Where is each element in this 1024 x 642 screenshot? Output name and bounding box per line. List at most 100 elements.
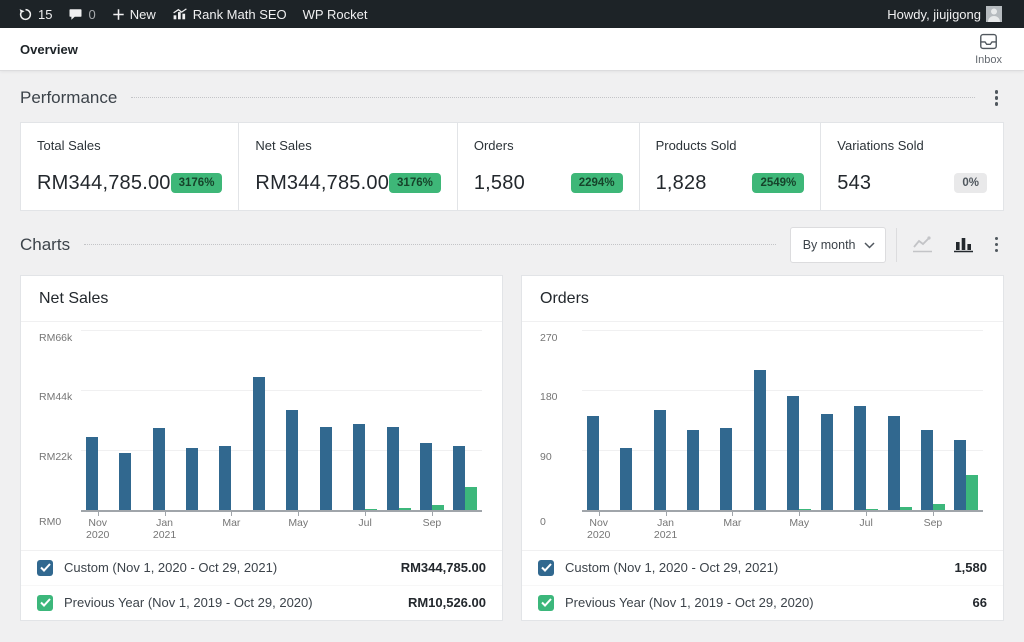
x-axis-label: Jul <box>849 512 882 544</box>
chevron-down-icon <box>864 238 875 252</box>
x-axis-label: Nov2020 <box>582 512 615 544</box>
divider <box>896 228 897 262</box>
bar <box>754 370 766 510</box>
x-axis-label: Jan2021 <box>148 512 181 544</box>
legend-checkbox-checked[interactable] <box>37 595 53 611</box>
x-axis-label <box>950 512 983 544</box>
bar <box>465 487 477 510</box>
divider <box>131 97 974 98</box>
legend-checkbox-checked[interactable] <box>37 560 53 576</box>
bar-group <box>682 330 715 510</box>
bar <box>453 446 465 510</box>
bar-group <box>816 330 849 510</box>
x-axis-label <box>382 512 415 544</box>
bar <box>119 453 131 510</box>
x-axis-label: Nov2020 <box>81 512 114 544</box>
rank-math-menu[interactable]: Rank Math SEO <box>164 0 295 28</box>
stat-value: 543 <box>837 172 871 195</box>
bar <box>219 446 231 510</box>
bar-chart-icon <box>953 236 974 253</box>
x-axis-label <box>615 512 648 544</box>
bar-group <box>449 330 482 510</box>
bar-group <box>716 330 749 510</box>
bar-group <box>415 330 448 510</box>
howdy-text: Howdy, jiujigong <box>887 7 981 22</box>
bar <box>687 430 699 510</box>
bar <box>933 504 945 509</box>
inbox-icon <box>979 33 998 53</box>
legend-checkbox-checked[interactable] <box>538 560 554 576</box>
x-axis-label <box>749 512 782 544</box>
bar <box>720 428 732 509</box>
legend-row[interactable]: Custom (Nov 1, 2020 - Oct 29, 2021)1,580 <box>522 551 1003 585</box>
bar-chart-toggle-button[interactable] <box>948 232 979 257</box>
line-chart-toggle-button[interactable] <box>907 232 938 257</box>
avatar <box>986 6 1002 22</box>
y-axis-label: 270 <box>540 332 558 344</box>
comments-menu[interactable]: 0 <box>60 0 103 28</box>
legend-total: RM344,785.00 <box>401 560 486 575</box>
bar-group <box>749 330 782 510</box>
bar <box>420 443 432 509</box>
stat-value: RM344,785.00 <box>37 172 171 195</box>
orders-chart-card: Orders270180900Nov2020Jan2021MarMayJulSe… <box>521 275 1004 621</box>
stat-tile-total-sales[interactable]: Total Sales RM344,785.00 3176% <box>21 123 239 210</box>
y-axis-label: 90 <box>540 451 552 463</box>
bar-group <box>315 330 348 510</box>
bar <box>353 424 365 510</box>
legend-checkbox-checked[interactable] <box>538 595 554 611</box>
legend-row[interactable]: Previous Year (Nov 1, 2019 - Oct 29, 202… <box>522 585 1003 620</box>
stat-tile-net-sales[interactable]: Net Sales RM344,785.00 3176% <box>239 123 457 210</box>
line-chart-icon <box>912 236 933 253</box>
bar <box>365 509 377 510</box>
legend-label: Previous Year (Nov 1, 2019 - Oct 29, 202… <box>64 595 313 610</box>
bar-group <box>883 330 916 510</box>
performance-kebab-menu[interactable] <box>989 86 1005 110</box>
x-axis-label: Sep <box>916 512 949 544</box>
x-axis-label <box>181 512 214 544</box>
stat-tile-orders[interactable]: Orders 1,580 2294% <box>458 123 640 210</box>
wp-rocket-menu[interactable]: WP Rocket <box>295 0 376 28</box>
stat-label: Variations Sold <box>837 138 987 153</box>
legend-label: Previous Year (Nov 1, 2019 - Oct 29, 202… <box>565 595 814 610</box>
stat-label: Orders <box>474 138 623 153</box>
stat-tile-products-sold[interactable]: Products Sold 1,828 2549% <box>640 123 822 210</box>
legend-label: Custom (Nov 1, 2020 - Oct 29, 2021) <box>565 560 778 575</box>
page-title: Overview <box>20 42 78 57</box>
bar-group <box>582 330 615 510</box>
plot-area: RM66kRM44kRM22kRM0 <box>81 330 482 512</box>
new-content-menu[interactable]: New <box>104 0 164 28</box>
y-axis-label: RM0 <box>39 516 61 528</box>
x-axis-label: Sep <box>415 512 448 544</box>
interval-dropdown[interactable]: By month <box>790 227 886 263</box>
bar <box>253 377 265 509</box>
bar-group <box>849 330 882 510</box>
legend-total: 66 <box>973 595 987 610</box>
net-sales-chart-card: Net SalesRM66kRM44kRM22kRM0Nov2020Jan202… <box>20 275 503 621</box>
bar <box>866 509 878 510</box>
plus-icon <box>112 8 125 21</box>
bar <box>620 448 632 510</box>
inbox-button[interactable]: Inbox <box>969 31 1008 68</box>
account-menu[interactable]: Howdy, jiujigong <box>879 6 1010 22</box>
y-axis-label: 0 <box>540 516 546 528</box>
bar <box>432 505 444 509</box>
updates-menu[interactable]: 15 <box>10 0 60 28</box>
bar-group <box>181 330 214 510</box>
bar <box>654 410 666 510</box>
x-axis-label <box>114 512 147 544</box>
x-axis-label <box>682 512 715 544</box>
interval-selected-value: By month <box>803 238 856 252</box>
stat-label: Products Sold <box>656 138 805 153</box>
updates-icon <box>18 7 33 22</box>
bar-group <box>114 330 147 510</box>
y-axis-label: 180 <box>540 391 558 403</box>
stat-tile-variations-sold[interactable]: Variations Sold 543 0% <box>821 123 1003 210</box>
stat-label: Total Sales <box>37 138 222 153</box>
charts-kebab-menu[interactable] <box>989 233 1005 257</box>
bar <box>954 440 966 509</box>
legend-row[interactable]: Previous Year (Nov 1, 2019 - Oct 29, 202… <box>21 585 502 620</box>
legend-row[interactable]: Custom (Nov 1, 2020 - Oct 29, 2021)RM344… <box>21 551 502 585</box>
plot-area: 270180900 <box>582 330 983 512</box>
bar-group <box>950 330 983 510</box>
